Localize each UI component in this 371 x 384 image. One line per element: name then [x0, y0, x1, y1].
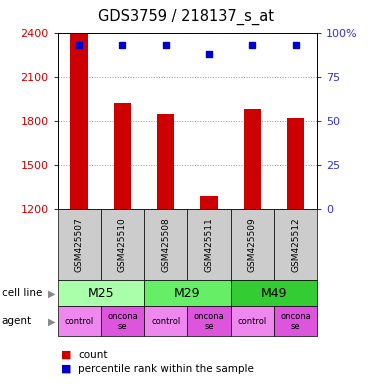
Text: oncona
se: oncona se — [194, 312, 224, 331]
Text: GSM425507: GSM425507 — [75, 217, 83, 272]
Text: M49: M49 — [261, 287, 287, 300]
Text: percentile rank within the sample: percentile rank within the sample — [78, 364, 254, 374]
Text: ■: ■ — [61, 350, 72, 360]
Text: control: control — [151, 317, 180, 326]
Text: M29: M29 — [174, 287, 201, 300]
Text: GSM425511: GSM425511 — [204, 217, 213, 272]
Text: GSM425508: GSM425508 — [161, 217, 170, 272]
Text: GSM425509: GSM425509 — [248, 217, 257, 272]
Text: count: count — [78, 350, 108, 360]
Text: ▶: ▶ — [48, 316, 56, 326]
Text: GDS3759 / 218137_s_at: GDS3759 / 218137_s_at — [98, 9, 273, 25]
Bar — [157, 114, 174, 209]
Bar — [287, 118, 304, 209]
Text: M25: M25 — [88, 287, 114, 300]
Text: control: control — [238, 317, 267, 326]
Text: GSM425510: GSM425510 — [118, 217, 127, 272]
Text: oncona
se: oncona se — [280, 312, 311, 331]
Bar — [244, 109, 261, 209]
Text: ▶: ▶ — [48, 288, 56, 298]
Text: oncona
se: oncona se — [107, 312, 138, 331]
Bar — [200, 196, 218, 209]
Text: agent: agent — [2, 316, 32, 326]
Bar — [70, 34, 88, 209]
Text: ■: ■ — [61, 364, 72, 374]
Text: cell line: cell line — [2, 288, 42, 298]
Text: control: control — [65, 317, 94, 326]
Text: GSM425512: GSM425512 — [291, 217, 300, 272]
Bar — [114, 103, 131, 209]
